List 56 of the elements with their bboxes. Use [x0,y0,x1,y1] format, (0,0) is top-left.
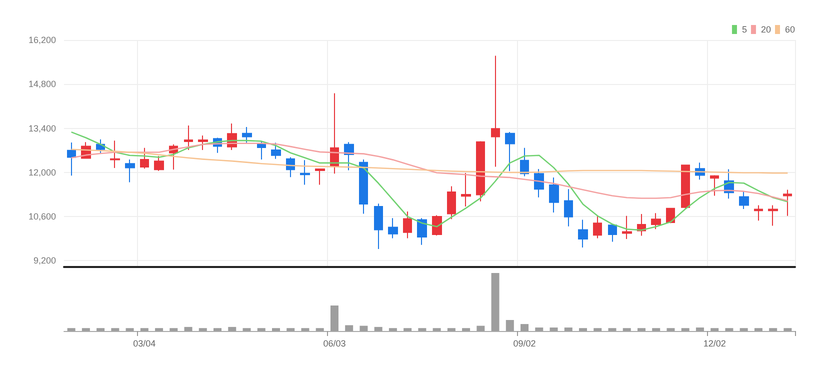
y-tick-label: 10,600 [28,212,56,222]
candlestick [593,215,602,239]
candlestick [783,189,792,216]
candlestick [608,224,617,242]
line-series [70,131,788,231]
x-tick-label: 12/02 [703,338,726,348]
candlestick [374,203,383,250]
line-series [70,142,788,202]
legend-label: 5 [742,24,747,34]
candlestick [432,214,442,236]
y-tick-label: 13,400 [28,123,56,134]
candlestick [476,140,485,202]
candlestick [754,204,763,222]
candlestick [710,174,719,196]
candlestick [125,158,135,183]
legend-label: 60 [784,24,796,34]
candlestick [300,160,310,186]
candlestick [257,140,266,160]
y-tick-label: 12,000 [28,167,56,178]
candlestick [184,124,193,151]
candlestick [505,132,515,172]
candlestick [461,172,471,207]
candlestick [140,147,149,170]
candlestick [739,191,749,210]
candlestick [520,147,529,177]
candlestick [578,219,588,248]
candlestick [110,140,120,169]
x-tick-label: 09/02 [513,338,536,348]
candlestick [271,142,281,160]
candlestick [564,188,573,227]
y-tick-label: 16,200 [28,35,56,45]
candlestick [330,92,339,174]
candlestick [681,164,690,209]
candlestick [388,218,398,239]
candlestick [622,215,632,240]
candlestick [67,142,76,176]
candlestick [417,218,427,246]
x-tick-label: 03/04 [133,338,156,348]
candlestick [491,55,500,168]
candlestick [403,211,412,239]
y-tick-label: 9,200 [33,256,56,266]
x-tick-label: 06/03 [323,338,346,348]
candlestick [359,158,368,214]
candlestick [198,135,208,151]
candlestick [447,186,456,220]
line-series [70,148,788,174]
candlestick [549,176,559,213]
candlestick [315,168,325,186]
y-tick-label: 14,800 [28,79,56,90]
candlestick [154,156,164,172]
candlestick [534,168,544,198]
candlestick [666,208,675,224]
candlestick [651,212,661,230]
candlestick [242,126,252,144]
legend-label: 20 [760,24,771,34]
candlestick [768,204,778,226]
